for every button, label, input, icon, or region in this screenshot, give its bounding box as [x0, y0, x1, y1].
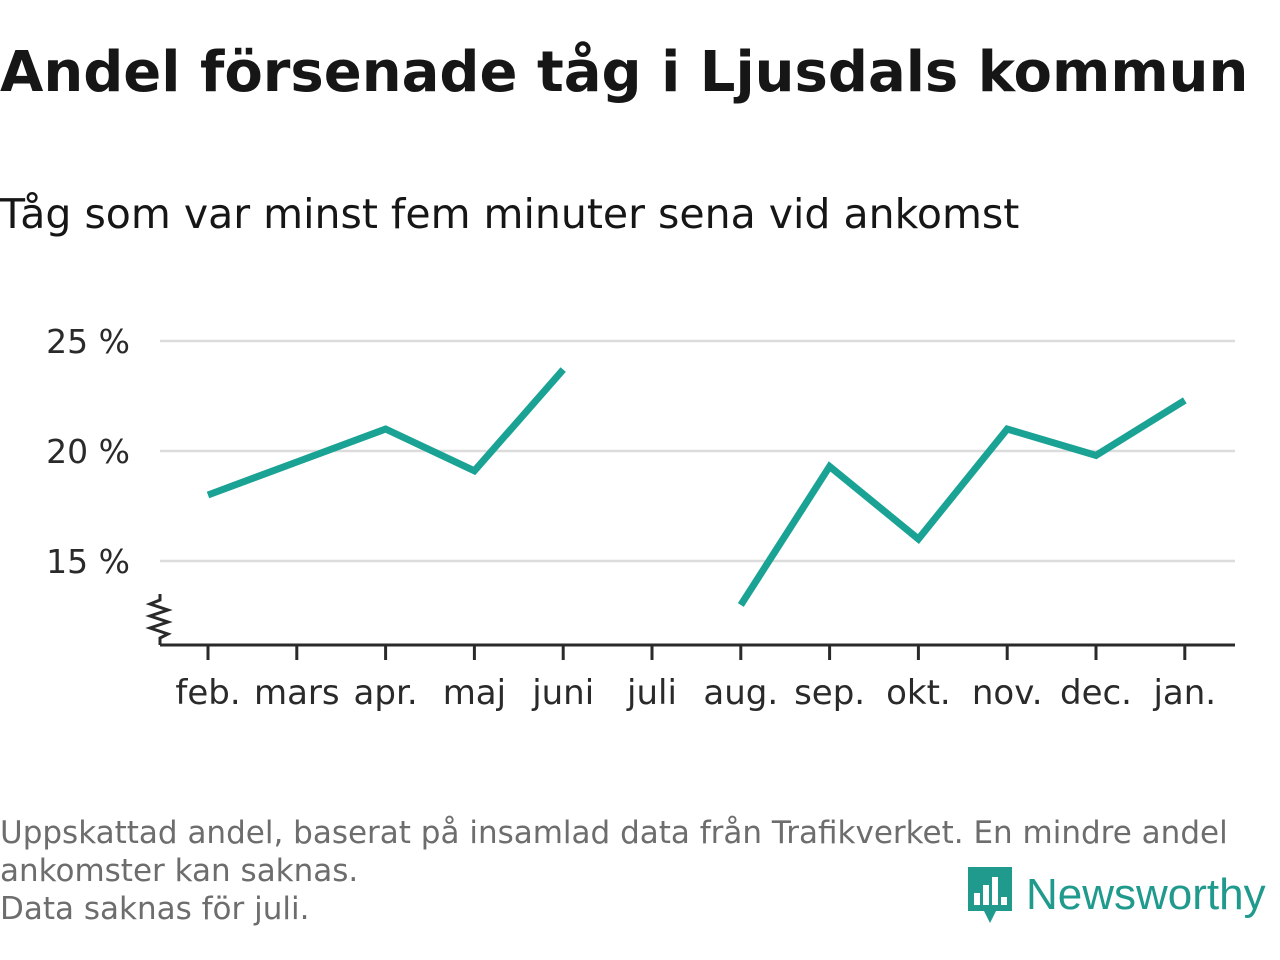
x-tick-labels: feb. mars apr. maj juni juli aug. sep. okt. nov. d… [175, 673, 1216, 713]
line-chart: 15 % 20 % 25 % feb. mars apr. maj juni juli aug.… [46, 322, 1235, 713]
axes [145, 594, 1235, 660]
chart-subtitle: Tåg som var minst fem minuter sena vid a… [0, 190, 1020, 238]
x-tick-label: jan. [1152, 673, 1216, 713]
x-tick-label: juni [531, 673, 594, 713]
x-tick-label: dec. [1060, 673, 1132, 713]
y-tick-label: 25 % [46, 322, 130, 361]
footnote: Uppskattad andel, baserat på insamlad da… [0, 814, 1228, 928]
x-tick-label: feb. [175, 673, 240, 713]
series-line-segment [737, 397, 1187, 607]
y-tick-label: 15 % [46, 542, 130, 581]
x-tick-label: maj [443, 673, 506, 713]
footnote-line-3: Data saknas för juli. [0, 891, 310, 927]
brand-name: Newsworthy [1026, 870, 1266, 919]
footnote-line-1: Uppskattad andel, baserat på insamlad da… [0, 815, 1228, 851]
newsworthy-logo-icon [968, 867, 1012, 923]
footnote-line-2: ankomster kan saknas. [0, 853, 359, 889]
y-tick-label: 20 % [46, 432, 130, 471]
y-axis-break [145, 594, 173, 645]
x-tick-label: sep. [794, 673, 865, 713]
x-tick-label: nov. [972, 673, 1043, 713]
x-tick-label: mars [254, 673, 340, 713]
series-line-segment [206, 367, 566, 499]
chart-title: Andel försenade tåg i Ljusdals kommun [0, 40, 1249, 105]
series-lines [206, 367, 1187, 607]
x-tick-label: juli [626, 673, 677, 713]
y-tick-labels: 15 % 20 % 25 % [46, 322, 130, 581]
x-tick-label: okt. [886, 673, 951, 713]
gridlines [160, 339, 1235, 563]
x-tick-label: aug. [703, 673, 778, 713]
brand-logo: Newsworthy [964, 862, 1266, 928]
x-tick-label: apr. [354, 673, 418, 713]
